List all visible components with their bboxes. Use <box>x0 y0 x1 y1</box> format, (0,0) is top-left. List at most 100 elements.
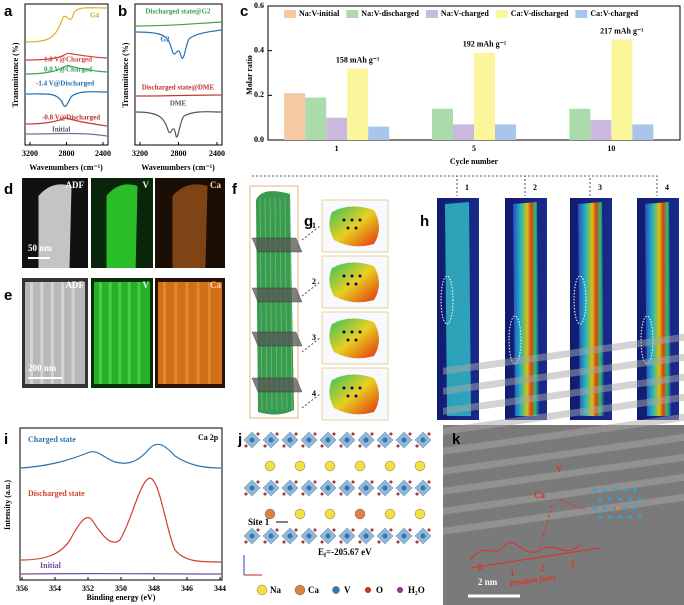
atom <box>363 533 369 539</box>
atom-marker <box>618 497 622 501</box>
lattice-fringe <box>443 453 684 495</box>
atom <box>256 432 260 436</box>
slice-blob <box>329 206 379 247</box>
energy-value: =-205.67 eV <box>326 547 372 557</box>
panel-label: a <box>4 3 13 20</box>
curve <box>135 29 222 59</box>
lattice-fringe <box>443 473 684 515</box>
rod-stripe <box>30 282 33 384</box>
x-tick-label: 10 <box>607 144 615 153</box>
lattice-fringe <box>443 433 684 475</box>
atom <box>282 444 286 448</box>
nanorod <box>172 184 208 268</box>
bar <box>474 52 495 140</box>
atom-marker <box>633 506 637 510</box>
panel-label: d <box>4 181 13 198</box>
lattice-fringe <box>443 413 684 455</box>
slice-label: 1 <box>312 221 316 230</box>
legend-label: Ca <box>308 585 319 595</box>
atom <box>389 432 393 436</box>
atom <box>389 480 393 484</box>
atom <box>420 485 426 491</box>
legend-label: Na <box>270 585 281 595</box>
image-label: ADF <box>66 180 85 190</box>
atom-marker <box>628 497 632 501</box>
rod-stripe <box>127 282 131 384</box>
atom <box>382 533 388 539</box>
y-tick-label: 0.6 <box>254 1 264 10</box>
lattice-fringe <box>443 493 684 535</box>
curve-label: Charged state <box>28 435 76 444</box>
legend-label: Na:V-discharged <box>361 9 419 18</box>
atom-marker <box>593 488 597 492</box>
atom <box>268 437 274 443</box>
atom <box>344 485 350 491</box>
y-axis-label: Molar ratio <box>245 55 254 95</box>
y-axis-label: Intensity (a.u.) <box>3 480 12 530</box>
x-tick-label: 354 <box>49 584 61 593</box>
atom <box>370 528 374 532</box>
rod-stripe <box>174 282 178 384</box>
x-tick-label: 3200 <box>132 149 148 158</box>
curve <box>20 443 222 469</box>
atom <box>396 492 400 496</box>
atom <box>306 485 312 491</box>
atom <box>354 508 366 520</box>
legend-label: H₂O <box>408 585 425 595</box>
scale-label: 50 nm <box>28 243 52 253</box>
atom-label: V <box>556 464 563 474</box>
atom <box>351 528 355 532</box>
atom <box>344 533 350 539</box>
atom <box>244 492 248 496</box>
atom <box>363 437 369 443</box>
atom <box>294 508 306 520</box>
legend-swatch <box>495 10 508 18</box>
panel-label: g <box>304 213 313 230</box>
atom <box>384 460 396 472</box>
curve-label: 0.0 V@Charged <box>44 66 92 74</box>
legend-label: V <box>344 585 351 595</box>
curve-label: Discharged state <box>28 489 85 498</box>
atom <box>408 528 412 532</box>
site-marker <box>354 282 358 286</box>
rod-stripe <box>207 282 211 384</box>
atom <box>275 432 279 436</box>
x-axis-label: Cycle number <box>450 157 499 166</box>
atom <box>332 432 336 436</box>
atom <box>415 492 419 496</box>
atom <box>377 492 381 496</box>
rod-stripe <box>163 282 166 384</box>
panel-label: j <box>237 431 242 448</box>
y-tick-label: 0.4 <box>254 45 264 54</box>
tomography-label: 4 <box>665 183 669 192</box>
atom-marker <box>598 497 602 501</box>
x-tick-label: 3200 <box>22 149 38 158</box>
curve <box>25 91 108 108</box>
atom <box>339 540 343 544</box>
slice-label: 3 <box>312 333 316 342</box>
atom <box>370 432 374 436</box>
site-marker <box>350 330 354 334</box>
legend-label: Ca:V-discharged <box>511 9 569 18</box>
bar <box>432 108 453 140</box>
atom <box>377 540 381 544</box>
curve-label: G2 <box>161 36 170 44</box>
slice-plane <box>251 237 303 253</box>
atom <box>249 533 255 539</box>
atom <box>256 528 260 532</box>
tomography-rod <box>578 202 604 416</box>
atom <box>414 508 426 520</box>
x-tick-label: 1 <box>335 144 339 153</box>
x-axis-label: Binding energy (eV) <box>87 593 156 602</box>
legend-label: Na:V-charged <box>441 9 489 18</box>
site-marker <box>342 218 346 222</box>
atom <box>351 432 355 436</box>
bar <box>495 124 516 140</box>
slice-label: 4 <box>312 389 316 398</box>
y-axis-label: Transmittance (%) <box>121 42 130 107</box>
rod-texture <box>264 197 268 411</box>
atom-marker <box>618 515 622 519</box>
x-tick-label: 348 <box>148 584 160 593</box>
legend-atom <box>332 586 340 594</box>
